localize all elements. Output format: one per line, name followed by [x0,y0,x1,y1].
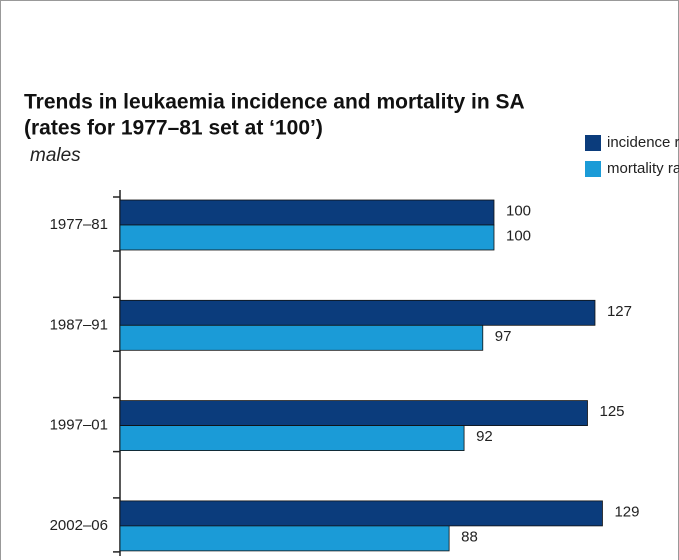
bar [119,224,495,251]
y-tick-label: 1987–91 [50,316,108,333]
data-label: 129 [614,503,639,520]
legend-label: mortality rates [607,160,679,177]
bar [119,299,596,326]
y-tick-label: 1997–01 [50,417,108,434]
bar [119,425,465,452]
data-label: 97 [495,328,512,345]
bar [119,500,603,527]
chart-subtitle: (rates for 1977–81 set at ‘100’) [24,117,323,140]
legend-swatch [585,161,601,177]
chart-title: Trends in leukaemia incidence and mortal… [24,91,525,114]
data-label: 127 [607,303,632,320]
data-label: 125 [600,403,625,420]
data-label: 92 [476,428,493,445]
bar [119,525,450,552]
legend-swatch [585,135,601,151]
data-label: 100 [506,202,531,219]
legend-label: incidence rates [607,134,679,151]
bar [119,199,495,226]
panel-label: males [30,145,81,166]
bar [119,324,484,351]
bar [119,400,588,427]
y-tick-label: 1977–81 [50,216,108,233]
data-label: 100 [506,227,531,244]
y-tick-label: 2002–06 [50,517,108,534]
data-label: 88 [461,528,478,545]
